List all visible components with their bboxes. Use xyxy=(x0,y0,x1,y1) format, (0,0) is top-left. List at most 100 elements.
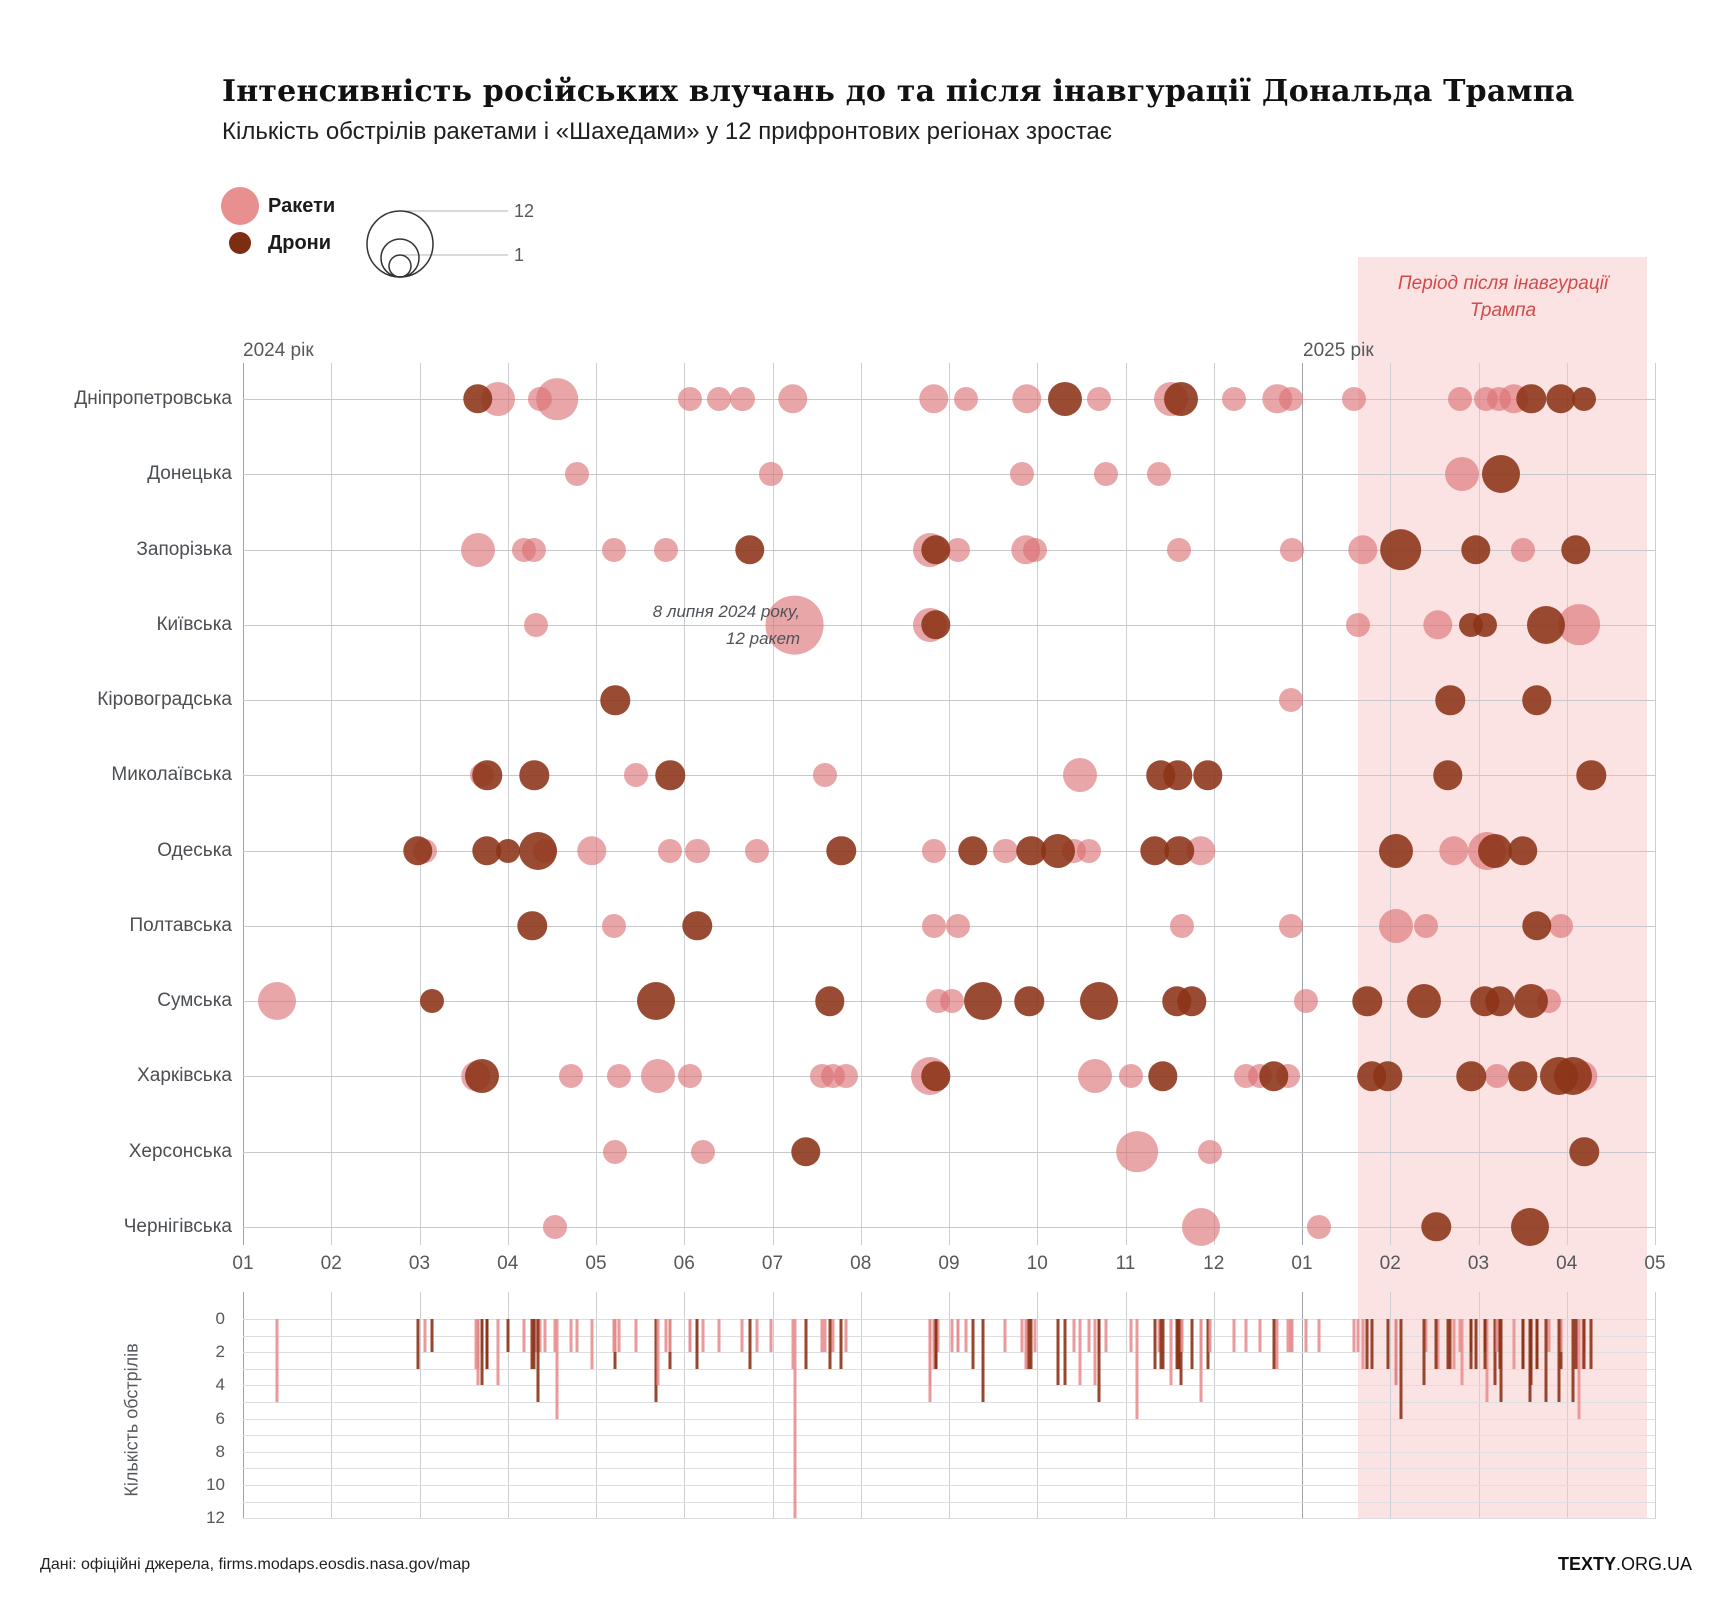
strike-bar xyxy=(575,1319,579,1353)
legend-drones-label: Дрони xyxy=(268,232,332,254)
rocket-bubble xyxy=(921,838,946,863)
drone-bubble xyxy=(465,1059,500,1094)
rocket-bubble xyxy=(1342,386,1367,412)
rocket-bubble xyxy=(1439,835,1469,866)
strip-gridline xyxy=(243,1518,1655,1520)
strike-bar xyxy=(613,1319,617,1353)
rocket-bubble xyxy=(778,384,808,414)
month-gridline-strip xyxy=(1566,1292,1568,1519)
strike-bar xyxy=(617,1319,621,1353)
rocket-bubble xyxy=(559,1064,584,1089)
month-gridline xyxy=(1302,363,1303,1245)
drone-bubble xyxy=(1553,1057,1592,1096)
rocket-bubble xyxy=(1078,1059,1113,1094)
rocket-bubble xyxy=(690,1139,715,1164)
strike-bar xyxy=(1469,1319,1473,1369)
region-label: Київська xyxy=(156,613,232,635)
month-gridline xyxy=(1655,363,1656,1245)
drone-bubble xyxy=(826,835,857,866)
brand-rest: .ORG.UA xyxy=(1615,1554,1692,1574)
rocket-bubble xyxy=(758,462,783,487)
strike-bar xyxy=(1446,1319,1450,1369)
month-gridline-strip xyxy=(1655,1292,1656,1519)
drone-bubble xyxy=(1514,984,1549,1019)
drone-bubble xyxy=(517,911,548,941)
drone-bubble xyxy=(1527,605,1566,644)
month-gridline-strip xyxy=(507,1292,509,1519)
strike-bar xyxy=(717,1319,721,1353)
drone-bubble xyxy=(1016,835,1046,866)
strike-bar xyxy=(1485,1319,1489,1402)
strike-bar xyxy=(612,1319,616,1353)
month-gridline xyxy=(1566,363,1568,1245)
rocket-bubble xyxy=(1167,537,1192,562)
strip-gridline xyxy=(243,1319,1655,1320)
drone-bubble xyxy=(1040,833,1075,868)
rocket-bubble xyxy=(1280,537,1305,562)
strike-bar xyxy=(1024,1319,1028,1369)
drone-bubble xyxy=(1545,384,1576,414)
rocket-bubble xyxy=(1222,386,1247,412)
month-label: 11 xyxy=(1115,1253,1136,1274)
month-label: 02 xyxy=(1379,1253,1401,1274)
region-gridline xyxy=(243,474,1655,476)
strike-bar xyxy=(1232,1319,1236,1353)
month-label: 04 xyxy=(497,1253,519,1274)
strike-bar xyxy=(831,1319,835,1353)
drone-bubble xyxy=(1560,534,1591,565)
month-gridline xyxy=(243,363,244,1245)
month-gridline-strip xyxy=(243,1292,244,1519)
strike-bar xyxy=(950,1319,954,1353)
drones-swatch-icon xyxy=(229,232,251,254)
strike-bar xyxy=(1361,1319,1365,1369)
rocket-bubble xyxy=(744,838,769,863)
strike-bar xyxy=(936,1319,940,1353)
rocket-bubble xyxy=(1181,1207,1220,1246)
data-source: Дані: офіційні джерела, firms.modaps.eos… xyxy=(40,1556,471,1573)
strike-bar xyxy=(688,1319,692,1353)
year-2024-label: 2024 рік xyxy=(243,340,314,361)
drone-bubble xyxy=(1176,986,1207,1016)
month-gridline xyxy=(684,363,686,1245)
strike-bar xyxy=(1072,1319,1076,1353)
month-gridline-strip xyxy=(684,1292,686,1519)
strike-bar xyxy=(1003,1319,1007,1353)
strike-bar xyxy=(536,1319,540,1402)
drone-bubble xyxy=(963,982,1002,1021)
drone-bubble xyxy=(1162,760,1193,791)
strike-bar xyxy=(1175,1319,1179,1369)
strip-gridline xyxy=(243,1435,1655,1437)
strike-bar xyxy=(928,1319,932,1402)
month-gridline-strip xyxy=(331,1292,333,1519)
rocket-bubble xyxy=(1022,537,1047,562)
drone-bubble xyxy=(600,685,631,715)
strike-bar xyxy=(1206,1319,1210,1369)
rocket-bubble xyxy=(1306,1214,1331,1239)
size-legend xyxy=(366,210,508,278)
rocket-bubble xyxy=(1423,610,1453,640)
strike-bar xyxy=(530,1319,534,1369)
rocket-bubble xyxy=(1094,462,1119,487)
strike-bar xyxy=(932,1319,936,1353)
drone-bubble xyxy=(1352,986,1383,1016)
region-label: Одеська xyxy=(157,839,232,861)
strike-bar xyxy=(1087,1319,1091,1353)
strike-bar xyxy=(423,1319,427,1353)
strike-bar xyxy=(740,1319,744,1353)
rocket-bubble xyxy=(993,838,1018,863)
strike-bar xyxy=(522,1319,526,1353)
region-gridline xyxy=(243,850,1655,852)
rocket-bubble xyxy=(522,537,547,562)
rocket-bubble xyxy=(603,1139,628,1164)
strike-bar xyxy=(1394,1319,1398,1386)
rocket-bubble xyxy=(658,838,683,863)
month-label: 03 xyxy=(408,1253,431,1274)
rockets-swatch-icon xyxy=(221,187,259,225)
region-label: Чернігівська xyxy=(123,1215,232,1237)
region-label: Миколаївська xyxy=(111,764,232,786)
strike-bar xyxy=(1452,1319,1456,1369)
drone-bubble xyxy=(1421,1212,1451,1242)
strike-bar xyxy=(476,1319,480,1386)
